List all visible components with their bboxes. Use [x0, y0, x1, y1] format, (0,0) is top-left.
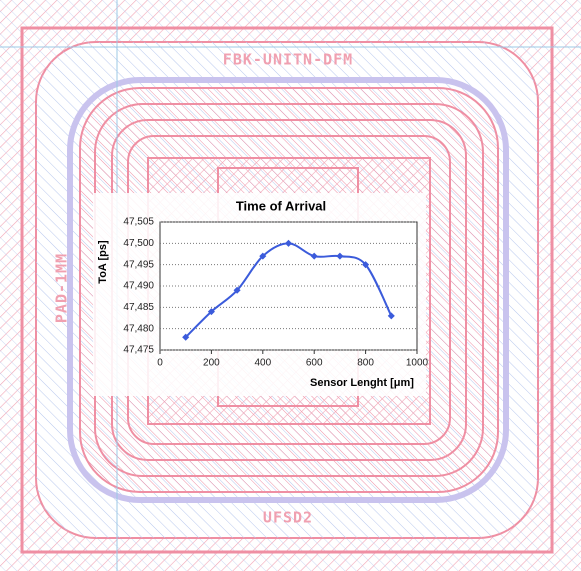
- data-point: [259, 252, 267, 260]
- data-point: [336, 252, 344, 260]
- data-point: [310, 252, 318, 260]
- data-point: [182, 333, 190, 341]
- y-tick-label: 47,480: [123, 323, 154, 334]
- y-tick-label: 47,490: [123, 281, 154, 292]
- y-tick-label: 47,500: [123, 238, 154, 249]
- x-tick-label: 0: [157, 358, 163, 369]
- data-point: [362, 261, 370, 269]
- x-tick-label: 200: [203, 358, 220, 369]
- data-point: [207, 308, 215, 316]
- layout-label: UFSD2: [263, 509, 313, 527]
- x-axis-label: Sensor Lenght [μm]: [310, 377, 414, 389]
- x-tick-label: 1000: [406, 358, 429, 369]
- data-point: [387, 312, 395, 320]
- layout-label: PAD-1MM: [53, 253, 71, 323]
- data-point: [233, 286, 241, 294]
- y-tick-label: 47,505: [123, 217, 154, 228]
- y-tick-label: 47,485: [123, 302, 154, 313]
- plot: 47,475 47,480 47,485 47,490 47,495 47,500 47,5…: [123, 217, 428, 369]
- layout-label: FBK-UNITN-DFM: [223, 51, 353, 69]
- chart-title: Time of Arrival: [236, 198, 326, 213]
- x-tick-label: 600: [306, 358, 323, 369]
- y-tick-label: 47,495: [123, 259, 154, 270]
- y-axis-label: ToA [ps]: [97, 240, 109, 284]
- y-tick-label: 47,475: [123, 345, 154, 356]
- x-tick-label: 800: [357, 358, 374, 369]
- x-tick-label: 400: [254, 358, 271, 369]
- data-point: [284, 239, 293, 247]
